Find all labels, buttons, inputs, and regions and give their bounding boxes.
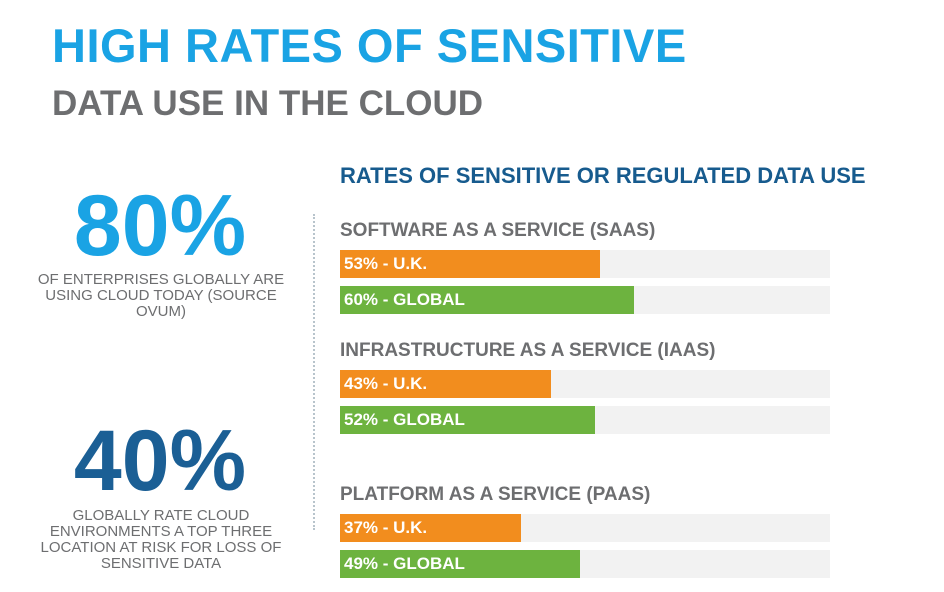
page-subtitle: DATA USE IN THE CLOUD [52,84,484,123]
stat-enterprises-text: OF ENTERPRISES GLOBALLY ARE USING CLOUD … [37,271,285,320]
stat-enterprises-value: 80% [73,178,247,274]
bar-track: 53% - U.K. [340,250,830,278]
bar-label-saas-global: 60% - GLOBAL [344,290,465,309]
bar-label-paas-uk: 37% - U.K. [344,518,428,537]
bar-paas-uk: 37% - U.K. [340,514,521,542]
chart-title: RATES OF SENSITIVE OR REGULATED DATA USE [340,163,866,188]
bar-saas-uk: 53% - U.K. [340,250,600,278]
bar-iaas-uk: 43% - U.K. [340,370,551,398]
bar-paas-global: 49% - GLOBAL [340,550,580,578]
bar-label-iaas-uk: 43% - U.K. [344,374,428,393]
dotted-divider [313,214,315,530]
group-title-saas: SOFTWARE AS A SERVICE (SAAS) [340,220,656,241]
bar-label-paas-global: 49% - GLOBAL [344,554,465,573]
bar-label-saas-uk: 53% - U.K. [344,254,428,273]
stat-risk-text: GLOBALLY RATE CLOUD ENVIRONMENTS A TOP T… [40,507,282,572]
bar-iaas-global: 52% - GLOBAL [340,406,595,434]
page-title: HIGH RATES OF SENSITIVE [52,19,687,72]
bar-track: 37% - U.K. [340,514,830,542]
bar-track: 43% - U.K. [340,370,830,398]
bar-saas-global: 60% - GLOBAL [340,286,634,314]
bar-track: 49% - GLOBAL [340,550,830,578]
bar-label-iaas-global: 52% - GLOBAL [344,410,465,429]
stat-risk-value: 40% [73,413,247,509]
group-title-iaas: INFRASTRUCTURE AS A SERVICE (IAAS) [340,340,716,361]
bar-track: 52% - GLOBAL [340,406,830,434]
bar-track: 60% - GLOBAL [340,286,830,314]
group-title-paas: PLATFORM AS A SERVICE (PAAS) [340,484,651,505]
